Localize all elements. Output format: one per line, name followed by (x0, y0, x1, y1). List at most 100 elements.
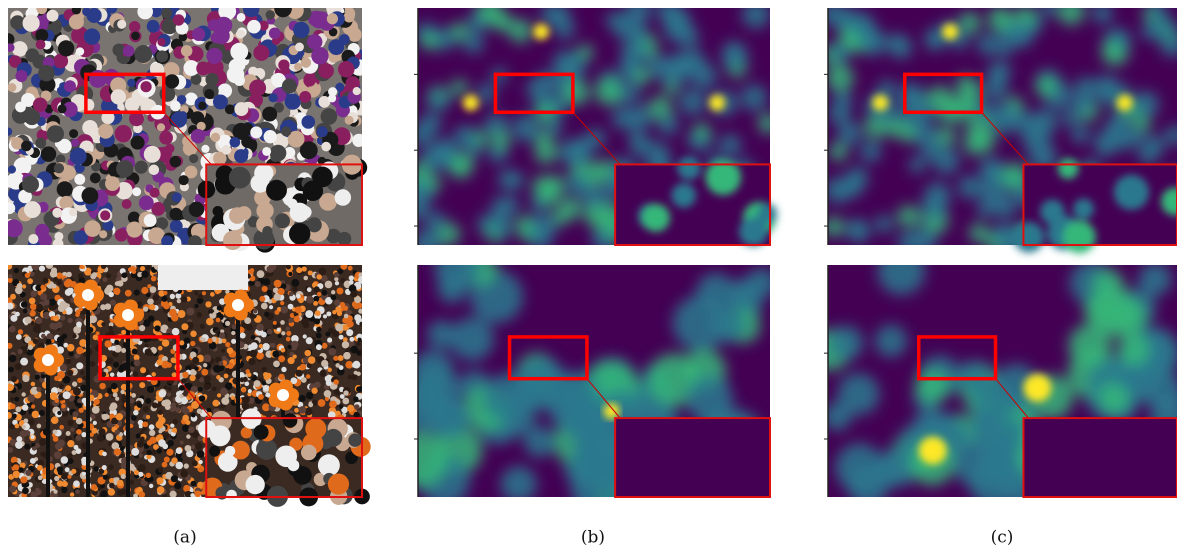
person (219, 332, 225, 338)
density-blob (524, 426, 555, 457)
person (349, 280, 354, 285)
balloon (277, 389, 289, 401)
person (243, 1, 259, 17)
person (299, 406, 307, 414)
balloon (82, 289, 94, 301)
person (35, 138, 46, 149)
person (313, 296, 319, 302)
person (15, 424, 20, 429)
person (201, 337, 206, 342)
person (117, 20, 126, 29)
person (225, 342, 230, 347)
person (262, 381, 266, 385)
person (111, 383, 118, 390)
person (184, 463, 189, 468)
person (188, 426, 195, 433)
density-blob (829, 143, 848, 162)
person (337, 311, 342, 316)
person (21, 392, 25, 396)
person (201, 369, 208, 376)
person (242, 388, 246, 392)
density-blob (566, 139, 592, 165)
person (250, 342, 257, 349)
person (249, 80, 266, 97)
person (72, 334, 76, 338)
person (157, 448, 162, 453)
density-blob (1071, 125, 1089, 143)
person (203, 354, 211, 362)
person (90, 173, 101, 184)
person (230, 137, 241, 148)
density-blob (509, 19, 533, 43)
person (116, 160, 133, 177)
density-blob (1092, 3, 1113, 24)
person (54, 163, 64, 173)
density-blob (897, 205, 919, 227)
person (250, 126, 262, 138)
person (72, 5, 81, 14)
density-blob (619, 57, 637, 75)
person (315, 310, 321, 316)
density-blob (592, 229, 614, 251)
density-blob (563, 80, 589, 106)
person (67, 318, 72, 323)
person (257, 270, 265, 278)
person (254, 380, 261, 387)
person (7, 303, 14, 310)
person (191, 129, 206, 144)
person (162, 339, 169, 346)
person (317, 274, 322, 279)
density-blob (994, 114, 1014, 134)
person (348, 375, 353, 380)
person (299, 395, 306, 402)
person (154, 325, 160, 331)
person (210, 425, 231, 446)
person (25, 48, 39, 62)
inset-bg (1023, 418, 1177, 497)
person (353, 396, 359, 402)
density-blob (837, 121, 861, 145)
person (144, 146, 161, 163)
person (333, 379, 339, 385)
person (53, 490, 57, 494)
person (262, 286, 268, 292)
person (344, 314, 349, 319)
person (148, 315, 154, 321)
person (211, 133, 220, 142)
person (305, 418, 326, 439)
person (209, 446, 220, 457)
person (114, 448, 121, 455)
density-blob (937, 127, 956, 146)
person (293, 316, 300, 323)
density-blob (1035, 76, 1057, 98)
person (274, 0, 292, 17)
person (4, 127, 12, 135)
person (223, 231, 242, 250)
person (352, 134, 365, 147)
person (125, 97, 140, 112)
person (301, 318, 309, 326)
person (290, 203, 310, 223)
person (205, 301, 211, 307)
person (27, 278, 33, 284)
person (106, 357, 113, 364)
person (142, 421, 148, 427)
density-blob (409, 367, 460, 418)
person (133, 410, 138, 415)
person (58, 305, 65, 312)
person (285, 94, 301, 110)
person (21, 301, 28, 308)
density-blob (958, 12, 980, 34)
person (327, 338, 332, 343)
person (135, 161, 148, 174)
person (182, 425, 189, 432)
person (248, 358, 255, 365)
person (335, 324, 343, 332)
density-blob (566, 173, 589, 196)
person (236, 30, 245, 39)
person (349, 337, 354, 342)
person (161, 235, 173, 247)
person (159, 390, 166, 397)
person (237, 13, 246, 22)
person (240, 333, 246, 339)
